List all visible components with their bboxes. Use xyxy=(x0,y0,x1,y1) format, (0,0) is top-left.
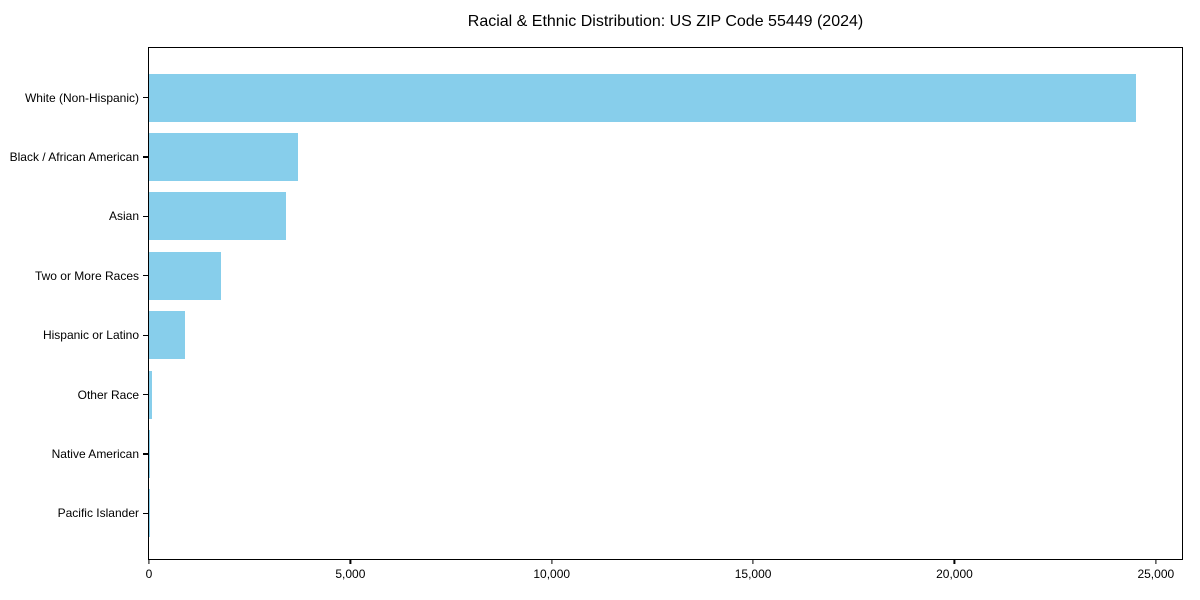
y-tick-label: Two or More Races xyxy=(34,268,139,283)
bar xyxy=(149,73,1136,122)
x-tick-label: 25,000 xyxy=(1137,567,1175,581)
x-tick-label: 10,000 xyxy=(533,567,571,581)
bar-row: Other Race xyxy=(78,365,1182,424)
bar xyxy=(149,192,286,241)
x-axis-tick xyxy=(752,559,754,564)
chart-title: Racial & Ethnic Distribution: US ZIP Cod… xyxy=(467,13,864,30)
bar xyxy=(149,430,150,479)
y-axis-tick xyxy=(143,453,148,455)
y-tick-label: White (Non-Hispanic) xyxy=(24,90,139,105)
x-tick-label: 15,000 xyxy=(734,567,772,581)
bar-row: Asian xyxy=(109,187,1182,246)
bar-row: Native American xyxy=(52,424,1182,483)
y-tick-label: Asian xyxy=(108,209,139,224)
y-axis-tick xyxy=(143,215,148,218)
x-tick-label: 20,000 xyxy=(936,567,973,581)
y-axis-tick xyxy=(143,512,148,515)
y-tick-label: Black / African American xyxy=(9,150,139,165)
bar xyxy=(149,133,298,182)
bar-row: Hispanic or Latino xyxy=(43,306,1182,365)
x-axis-tick xyxy=(551,559,553,564)
y-tick-label: Native American xyxy=(51,447,139,462)
bar-row: Pacific Islander xyxy=(58,484,1182,543)
x-tick-label: 0 xyxy=(145,567,153,581)
bar-row: Black / African American xyxy=(10,127,1182,186)
x-axis-tick xyxy=(349,559,351,564)
y-axis-tick xyxy=(143,97,148,99)
bar xyxy=(149,311,186,360)
y-tick-label: Other Race xyxy=(77,387,139,402)
y-axis-tick xyxy=(143,156,148,158)
bar-row: Two or More Races xyxy=(35,246,1182,305)
bar xyxy=(149,370,153,419)
x-axis-tick xyxy=(148,559,150,564)
x-axis-tick xyxy=(953,559,956,564)
x-tick-label: 5,000 xyxy=(335,567,366,581)
y-axis-tick xyxy=(143,394,148,396)
y-axis-tick xyxy=(143,334,148,336)
bar xyxy=(149,251,222,300)
y-tick-label: Pacific Islander xyxy=(57,506,139,521)
y-tick-label: Hispanic or Latino xyxy=(42,328,139,343)
bars-container: White (Non-Hispanic) Black / African Amer… xyxy=(10,68,1182,543)
x-axis-tick xyxy=(1155,559,1157,564)
plot-area: White (Non-Hispanic) Black / African Amer… xyxy=(10,47,1183,581)
bar-row: White (Non-Hispanic) xyxy=(25,68,1182,127)
y-axis-tick xyxy=(143,275,148,277)
